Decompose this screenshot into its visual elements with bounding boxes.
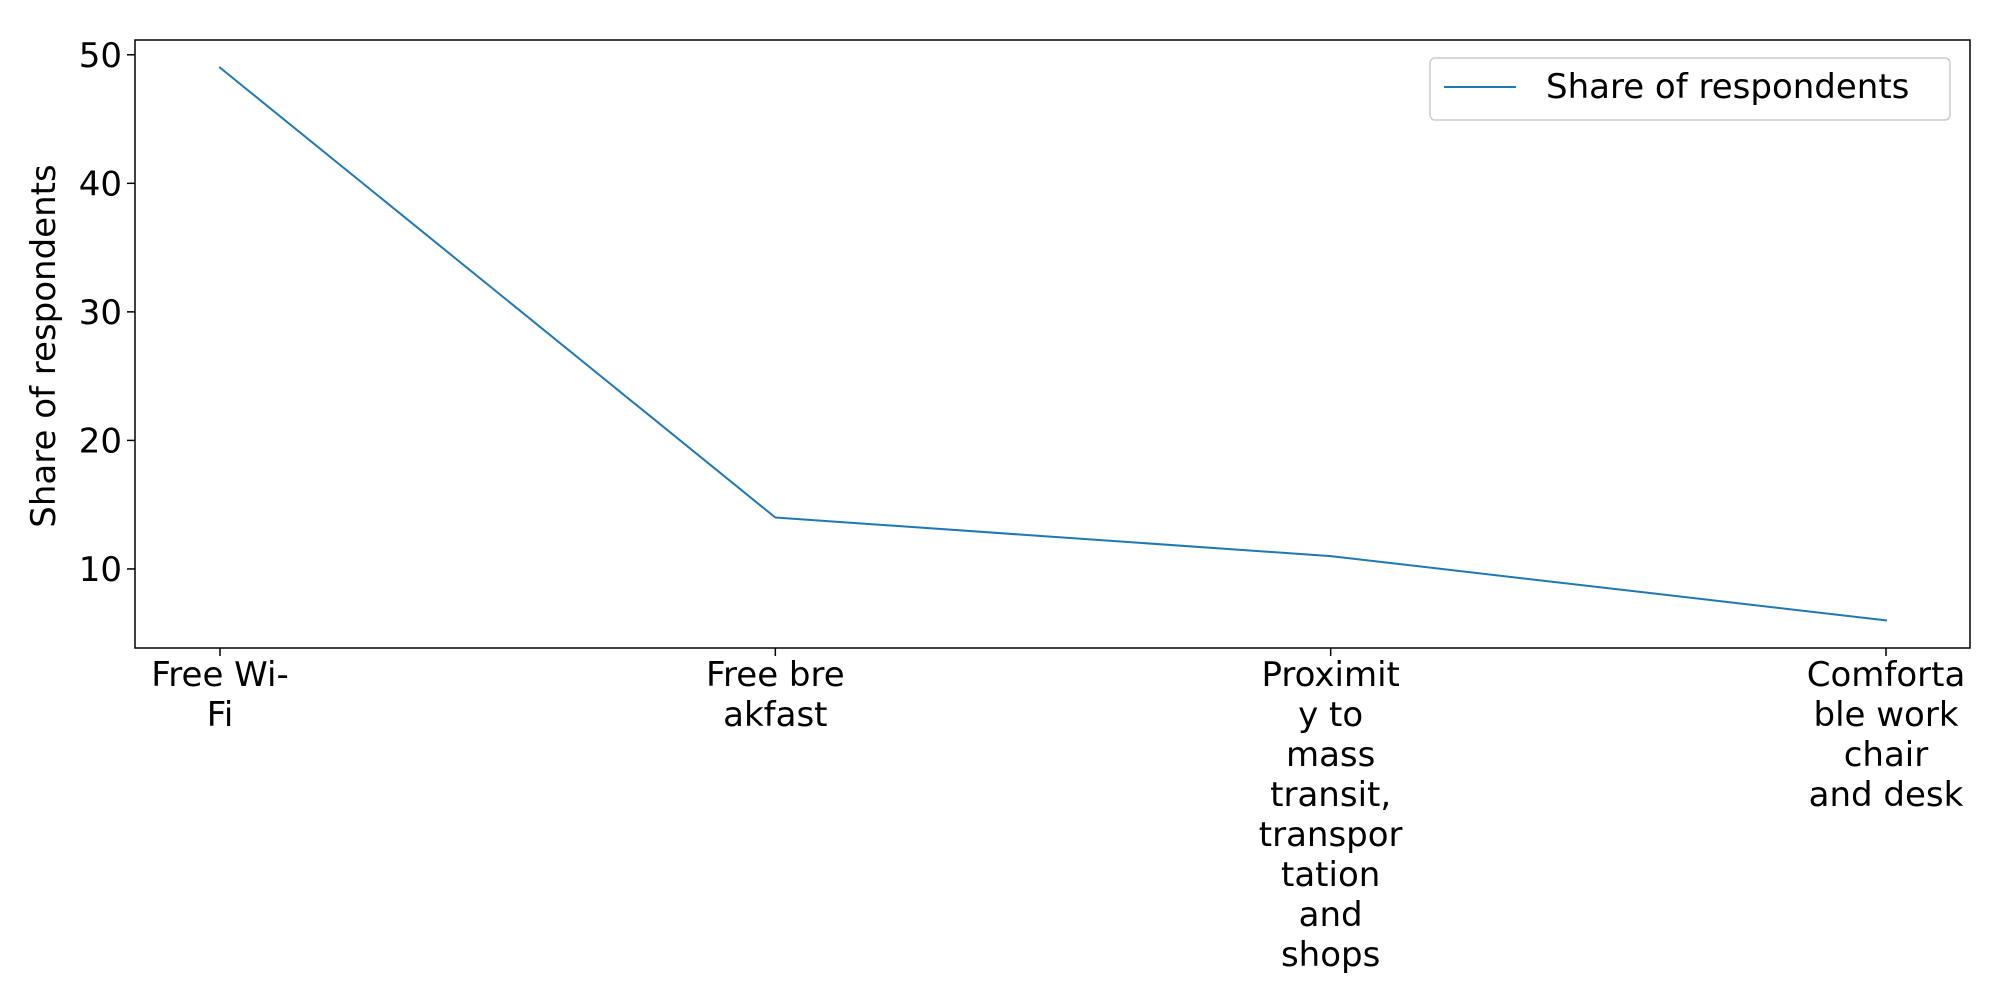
x-tick-label-line: Free Wi- (151, 655, 289, 695)
x-tick-label-line: Fi (207, 695, 234, 735)
x-tick-label-line: ble work (1813, 695, 1958, 735)
y-axis-label: Share of respondents (24, 164, 64, 527)
y-tick-label: 10 (79, 550, 122, 590)
x-tick-label-line: y to (1298, 695, 1363, 735)
y-tick-label: 20 (79, 421, 122, 461)
x-tick-label-line: akfast (723, 695, 827, 735)
x-tick-label-line: Free bre (706, 655, 845, 695)
legend: Share of respondents (1429, 57, 1951, 121)
y-tick-label: 50 (79, 36, 122, 76)
plot-area (218, 66, 1888, 622)
x-tick-label: Comforta ble work chair and desk (1807, 655, 1966, 815)
x-tick-label-line: transit, (1270, 775, 1391, 815)
x-tick-label-line: and desk (1809, 775, 1964, 815)
y-tick-label: 40 (79, 164, 122, 204)
x-tick-label: Free bre akfast (706, 655, 845, 735)
x-tick-label-line: Proximit (1261, 655, 1399, 695)
x-tick-label: Proximit y to mass transit, transpor tation an… (1259, 655, 1403, 975)
legend-frame (1429, 57, 1951, 121)
x-tick-label-line: and (1299, 895, 1363, 935)
x-tick-label-line: mass (1286, 735, 1375, 775)
x-tick-label-line: Comforta (1807, 655, 1966, 695)
series-line (218, 66, 1888, 622)
axes: 10 20 30 40 50 Free Wi-Fi Free bre akfast Proxim… (79, 36, 1971, 975)
legend-label: Share of respondents (1546, 67, 1909, 107)
x-tick-label-line: transpor (1259, 815, 1403, 855)
x-tick-label-line: shops (1281, 935, 1380, 975)
x-tick-label: Free Wi-Fi (151, 655, 289, 735)
plot-frame (134, 39, 1971, 649)
x-tick-label-line: chair (1844, 735, 1929, 775)
x-tick-label-line: tation (1281, 855, 1380, 895)
y-tick-label: 30 (79, 293, 122, 333)
